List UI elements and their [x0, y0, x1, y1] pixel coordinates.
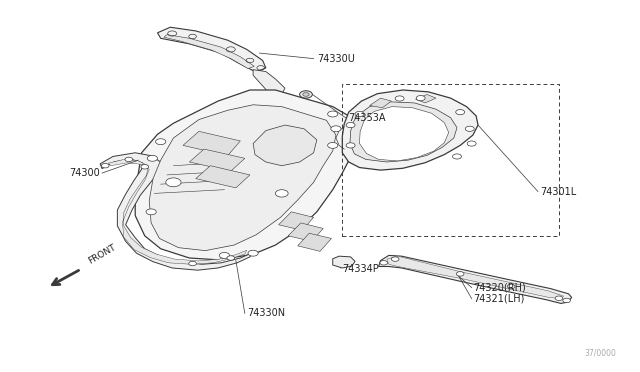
- Circle shape: [328, 142, 338, 148]
- Text: 74300: 74300: [69, 168, 100, 178]
- Circle shape: [303, 93, 309, 96]
- Polygon shape: [164, 35, 254, 68]
- Circle shape: [147, 155, 157, 161]
- Polygon shape: [387, 256, 563, 299]
- Circle shape: [101, 163, 109, 168]
- Polygon shape: [183, 131, 241, 156]
- Circle shape: [166, 178, 181, 187]
- Polygon shape: [108, 159, 246, 264]
- Polygon shape: [253, 70, 285, 94]
- Circle shape: [467, 141, 476, 146]
- Circle shape: [346, 122, 355, 128]
- Text: 37/0000: 37/0000: [584, 349, 616, 358]
- Text: 74321(LH): 74321(LH): [473, 294, 524, 304]
- Polygon shape: [135, 90, 355, 260]
- Circle shape: [395, 96, 404, 101]
- Circle shape: [452, 154, 461, 159]
- Polygon shape: [333, 256, 355, 268]
- Circle shape: [248, 250, 258, 256]
- Circle shape: [555, 296, 563, 301]
- Circle shape: [275, 190, 288, 197]
- Circle shape: [456, 272, 464, 276]
- Circle shape: [355, 112, 364, 116]
- Polygon shape: [415, 94, 436, 103]
- Circle shape: [300, 91, 312, 98]
- Polygon shape: [360, 107, 449, 161]
- Text: 74320(RH): 74320(RH): [473, 283, 525, 292]
- Circle shape: [141, 164, 148, 169]
- Polygon shape: [379, 256, 572, 304]
- Circle shape: [146, 209, 156, 215]
- Circle shape: [346, 143, 355, 148]
- Polygon shape: [253, 125, 317, 166]
- Circle shape: [563, 298, 570, 303]
- Polygon shape: [189, 149, 245, 171]
- Circle shape: [380, 260, 388, 265]
- Text: 74330N: 74330N: [246, 308, 285, 318]
- Text: 74353A: 74353A: [349, 113, 386, 123]
- Polygon shape: [370, 98, 392, 108]
- Polygon shape: [196, 166, 250, 188]
- Text: 74334P: 74334P: [342, 264, 379, 274]
- Circle shape: [227, 256, 235, 260]
- Text: 74330U: 74330U: [317, 54, 355, 64]
- Circle shape: [156, 139, 166, 145]
- Circle shape: [220, 253, 230, 259]
- Polygon shape: [350, 102, 457, 162]
- Text: FRONT: FRONT: [86, 242, 117, 265]
- Circle shape: [125, 157, 132, 161]
- Polygon shape: [278, 212, 314, 230]
- Circle shape: [328, 111, 338, 117]
- Polygon shape: [288, 223, 323, 241]
- Text: 74301L: 74301L: [540, 186, 576, 196]
- Circle shape: [416, 96, 425, 101]
- Circle shape: [189, 261, 196, 266]
- Circle shape: [331, 126, 341, 132]
- Polygon shape: [100, 153, 253, 270]
- Circle shape: [392, 257, 399, 261]
- Circle shape: [456, 110, 465, 115]
- Polygon shape: [149, 105, 336, 251]
- Polygon shape: [157, 27, 266, 72]
- Circle shape: [508, 284, 515, 289]
- Polygon shape: [342, 90, 478, 170]
- Circle shape: [465, 126, 474, 131]
- Polygon shape: [298, 233, 332, 251]
